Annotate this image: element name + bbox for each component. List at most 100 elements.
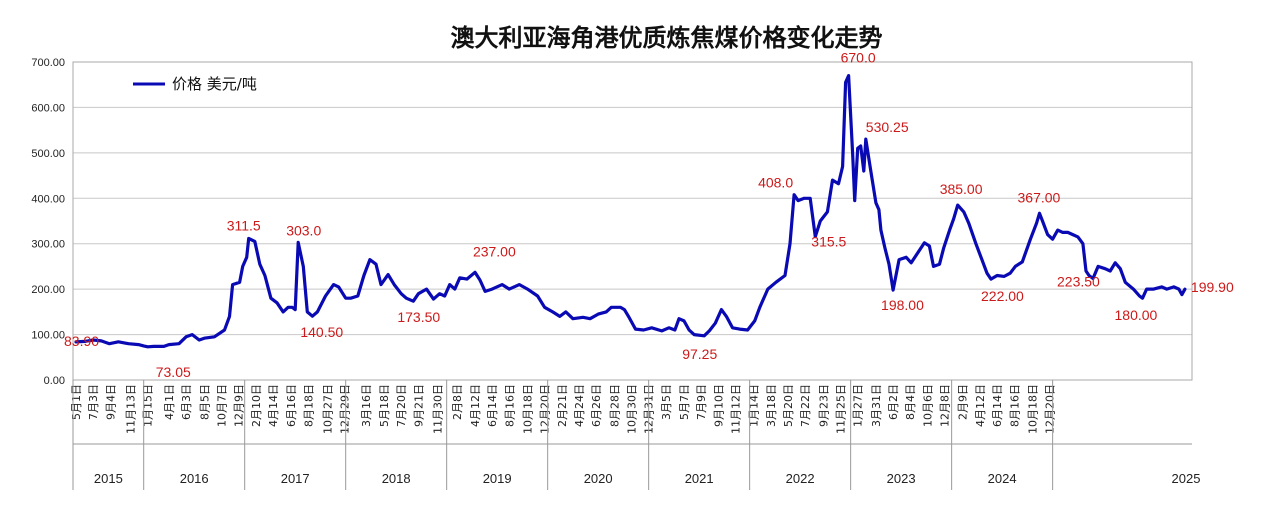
y-tick-label: 400.00 xyxy=(31,193,65,205)
x-tick-label: 12月20日 xyxy=(539,384,552,434)
data-label: 223.50 xyxy=(1057,273,1100,289)
x-tick-label: 4月12日 xyxy=(469,384,482,427)
x-tick-label: 9月23日 xyxy=(817,384,830,427)
x-tick-label: 12月20日 xyxy=(1044,384,1057,434)
x-tick-label: 10月27日 xyxy=(322,384,335,434)
data-label: 367.00 xyxy=(1018,189,1061,205)
x-tick-label: 7月20日 xyxy=(395,384,408,427)
x-tick-label: 4月1日 xyxy=(163,384,176,420)
x-tick-label: 7月22日 xyxy=(799,384,812,427)
gridlines xyxy=(72,61,1193,381)
x-tick-label: 1月14日 xyxy=(748,384,761,427)
x-tick-label: 6月2日 xyxy=(887,384,900,420)
x-tick-label: 6月26日 xyxy=(590,384,603,427)
data-label: 173.50 xyxy=(397,309,440,325)
chart-title: 澳大利亚海角港优质炼焦煤价格变化走势 xyxy=(450,23,883,52)
x-tick-label: 3月16日 xyxy=(360,384,373,427)
x-tick-label: 8月5日 xyxy=(198,384,211,420)
x-tick-label: 10月18日 xyxy=(521,384,534,434)
legend-label: 价格 美元/吨 xyxy=(172,75,257,93)
x-tick-label: 10月6日 xyxy=(921,384,934,427)
x-tick-label: 6月14日 xyxy=(991,384,1004,427)
year-label: 2021 xyxy=(685,471,714,486)
x-tick-label: 9月21日 xyxy=(412,384,425,427)
data-label: 83.90 xyxy=(64,333,99,349)
year-label: 2019 xyxy=(483,471,512,486)
data-label: 198.00 xyxy=(881,297,924,313)
y-tick-label: 500.00 xyxy=(31,148,65,160)
x-tick-label: 8月18日 xyxy=(302,384,315,427)
x-tick-label: 5月7日 xyxy=(678,384,691,420)
year-label: 2025 xyxy=(1172,471,1201,486)
y-tick-label: 0.00 xyxy=(44,375,65,387)
x-tick-label: 9月10日 xyxy=(712,384,725,427)
x-tick-label: 11月30日 xyxy=(432,384,445,434)
data-label: 385.00 xyxy=(940,181,983,197)
x-tick-label: 1月15日 xyxy=(142,384,155,427)
x-tick-label: 2月10日 xyxy=(250,384,263,427)
data-label: 311.5 xyxy=(227,217,261,233)
year-label: 2016 xyxy=(180,471,209,486)
y-tick-label: 600.00 xyxy=(31,102,65,114)
legend: 价格 美元/吨 xyxy=(133,75,257,93)
year-label: 2018 xyxy=(382,471,411,486)
data-label: 180.00 xyxy=(1115,307,1158,323)
x-tick-label: 2月9日 xyxy=(957,384,970,420)
data-label: 97.25 xyxy=(682,346,717,362)
x-tick-label: 8月4日 xyxy=(904,384,917,420)
x-tick-label: 2月21日 xyxy=(556,384,569,427)
y-tick-label: 100.00 xyxy=(31,330,65,342)
x-tick-label: 12月8日 xyxy=(939,384,952,427)
x-tick-label: 2月8日 xyxy=(451,384,464,420)
x-tick-label: 10月18日 xyxy=(1026,384,1039,434)
x-tick-label: 11月25日 xyxy=(835,384,848,434)
data-label: 222.00 xyxy=(981,288,1024,304)
y-axis-ticks: 700.00 600.00 500.00 400.00 300.00 200.00 100.… xyxy=(31,57,65,387)
data-label: 530.25 xyxy=(866,119,909,135)
data-label: 237.00 xyxy=(473,243,516,259)
year-label: 2020 xyxy=(584,471,613,486)
x-tick-label: 7月3日 xyxy=(87,384,100,420)
x-tick-label: 5月20日 xyxy=(782,384,795,427)
y-tick-label: 300.00 xyxy=(31,239,65,251)
x-tick-label: 7月9日 xyxy=(695,384,708,420)
x-tick-label: 5月18日 xyxy=(378,384,391,427)
x-tick-label: 11月13日 xyxy=(125,384,138,434)
data-label: 408.0 xyxy=(758,175,793,191)
price-series-line xyxy=(74,74,1187,349)
data-label: 303.0 xyxy=(286,222,321,238)
x-tick-label: 4月14日 xyxy=(267,384,280,427)
series-layer xyxy=(74,74,1187,349)
x-tick-label: 12月9日 xyxy=(233,384,246,427)
data-label: 670.0 xyxy=(841,50,876,66)
x-tick-label: 6月16日 xyxy=(285,384,298,427)
x-tick-label: 8月28日 xyxy=(608,384,621,427)
x-tick-label: 6月14日 xyxy=(486,384,499,427)
annotations: 83.90 73.05 311.5 303.0 140.50 173.50 237.00 97… xyxy=(64,50,1234,380)
x-tick-label: 5月1日 xyxy=(70,384,83,420)
x-tick-label: 3月31日 xyxy=(870,384,883,427)
year-label: 2024 xyxy=(988,471,1017,486)
plot-border xyxy=(72,61,1193,381)
x-tick-label: 3月5日 xyxy=(660,384,673,420)
x-tick-label: 4月12日 xyxy=(974,384,987,427)
year-label: 2023 xyxy=(887,471,916,486)
x-tick-label: 4月24日 xyxy=(573,384,586,427)
year-label: 2015 xyxy=(94,471,123,486)
data-label: 315.5 xyxy=(811,234,846,250)
year-label: 2017 xyxy=(281,471,310,486)
y-tick-label: 700.00 xyxy=(31,57,65,69)
x-tick-label: 6月3日 xyxy=(180,384,193,420)
x-tick-label: 1月27日 xyxy=(852,384,865,427)
x-tick-label: 11月12日 xyxy=(730,384,743,434)
data-label: 140.50 xyxy=(300,324,343,340)
x-axis: 5月1日 7月3日 9月4日 11月13日 1月15日 4月1日 6月3日 8月5日 10月7日… xyxy=(70,380,1200,490)
x-tick-label: 3月18日 xyxy=(765,384,778,427)
y-tick-label: 200.00 xyxy=(31,284,65,296)
x-tick-label: 8月16日 xyxy=(1008,384,1021,427)
data-label: 199.90 xyxy=(1191,279,1234,295)
year-label: 2022 xyxy=(786,471,815,486)
x-tick-label: 12月29日 xyxy=(339,384,352,434)
x-tick-label: 8月16日 xyxy=(503,384,516,427)
